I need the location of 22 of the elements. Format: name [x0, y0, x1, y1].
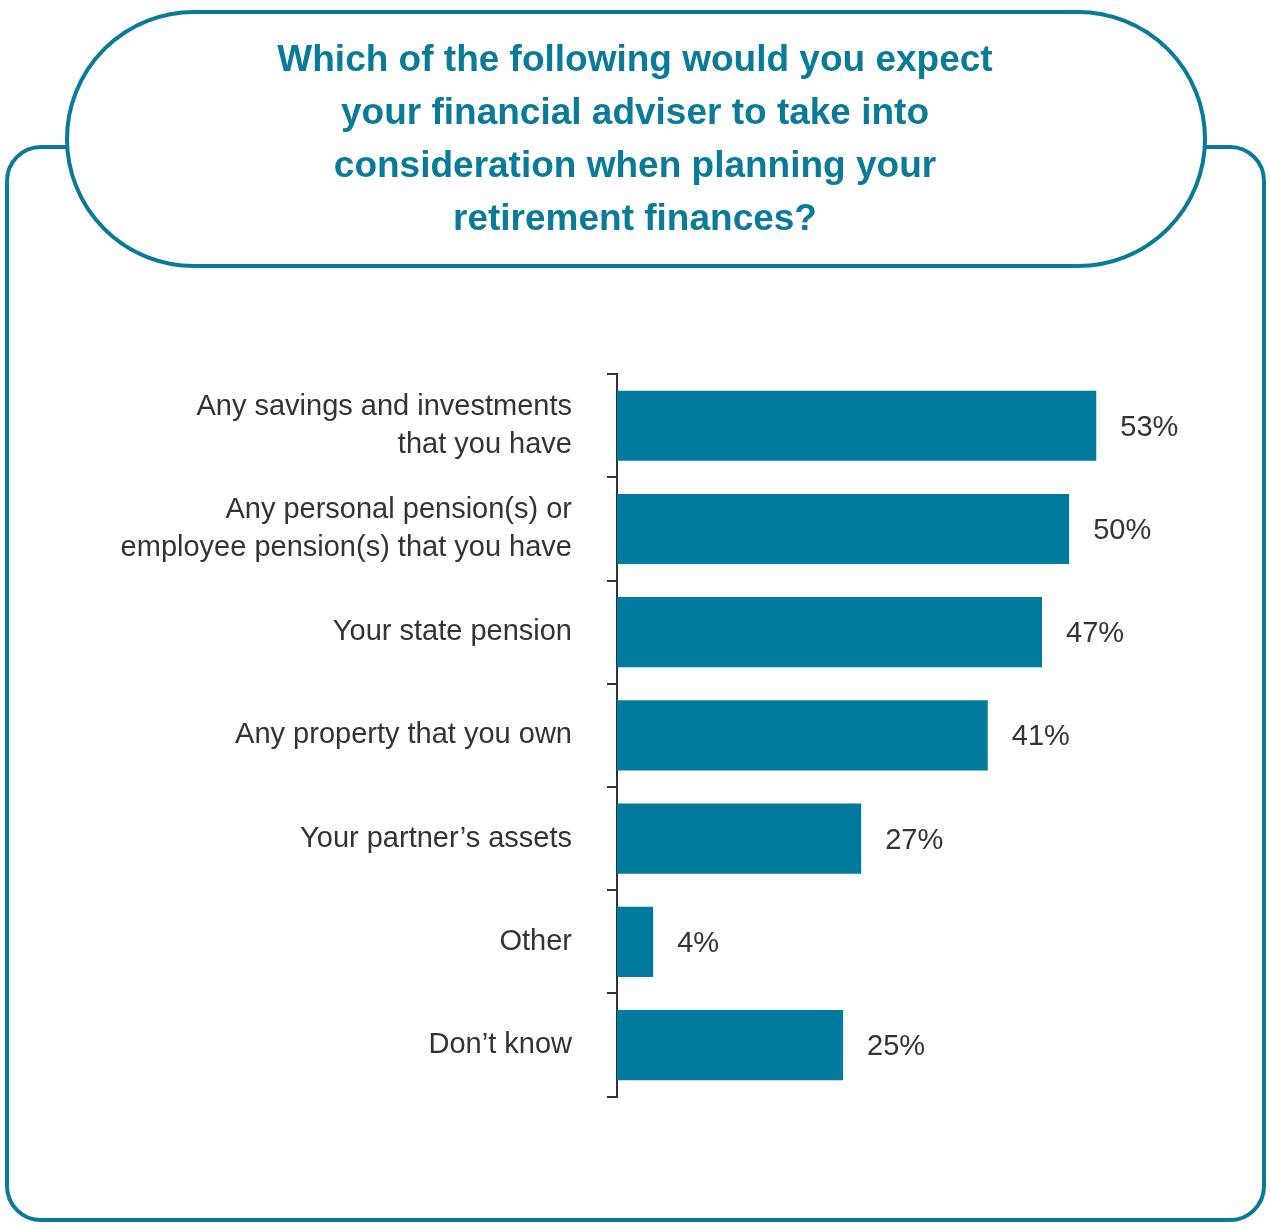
- y-tick-label: Your state pension: [332, 614, 572, 647]
- bar: [617, 1010, 844, 1081]
- data-label: 27%: [885, 822, 944, 855]
- bar: [617, 906, 654, 977]
- data-label: 25%: [867, 1029, 926, 1062]
- y-tick-label: Don’t know: [428, 1027, 574, 1060]
- y-tick-label: Your partner’s assets: [300, 820, 572, 853]
- data-label: 4%: [677, 925, 720, 958]
- data-label: 53%: [1120, 409, 1179, 442]
- bar: [617, 493, 1070, 565]
- data-label: 50%: [1093, 512, 1152, 545]
- y-tick-label: Any savings and investments that you have: [196, 388, 572, 459]
- bar: [617, 700, 988, 771]
- bar: [617, 803, 862, 874]
- y-tick-label: Other: [499, 923, 573, 956]
- y-tick-label: Any personal pension(s) or employee pension(s) that you have: [120, 491, 573, 563]
- chart-title: Which of the following would you expect your financial adviser to take into consideration when planning your retirement finances?: [276, 37, 994, 240]
- y-tick-label: Any property that you own: [235, 717, 572, 750]
- bar: [617, 390, 1097, 461]
- data-label: 41%: [1011, 719, 1070, 752]
- data-label: 47%: [1066, 616, 1125, 649]
- bar: [617, 597, 1043, 668]
